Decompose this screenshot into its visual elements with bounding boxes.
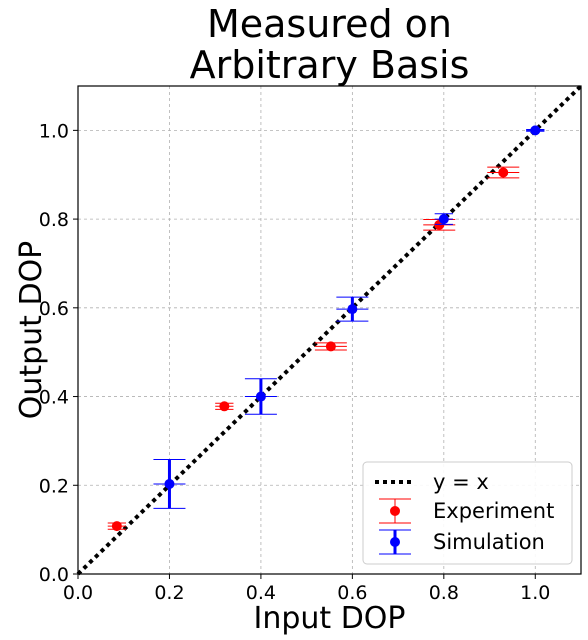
legend: y = x Experiment Simulation bbox=[362, 461, 573, 565]
x-tick-label: 0.6 bbox=[337, 582, 367, 604]
plot-frame bbox=[77, 85, 582, 575]
legend-reference-label: y = x bbox=[433, 470, 489, 494]
x-ticks: 0.0 0.2 0.4 0.6 0.8 1.0 bbox=[63, 574, 550, 604]
x-axis-label: Input DOP bbox=[253, 601, 405, 636]
legend-experiment-glyph-marker bbox=[390, 506, 400, 516]
y-tick-label: 0.4 bbox=[39, 387, 69, 409]
experiment-point bbox=[314, 341, 347, 352]
experiment-point bbox=[487, 166, 520, 179]
legend-simulation-glyph-marker bbox=[390, 537, 400, 547]
simulation-point bbox=[526, 125, 545, 136]
simulation-point bbox=[434, 213, 453, 225]
legend-simulation-label: Simulation bbox=[433, 530, 545, 554]
y-tick-label: 0.6 bbox=[39, 298, 69, 320]
y-ticks: 0.0 0.2 0.4 0.6 0.8 1.0 bbox=[39, 120, 78, 586]
y-tick-label: 0.2 bbox=[39, 475, 69, 497]
x-tick-label: 0.0 bbox=[63, 582, 93, 604]
legend-simulation-marker bbox=[379, 529, 411, 555]
experiment-point-marker bbox=[498, 167, 509, 178]
legend-simulation-glyph bbox=[379, 529, 411, 555]
simulation-point-marker bbox=[530, 125, 541, 136]
simulation-point bbox=[336, 296, 369, 322]
x-tick-label: 0.8 bbox=[429, 582, 459, 604]
simulation-point-marker bbox=[347, 304, 358, 315]
x-tick-label: 0.4 bbox=[246, 582, 276, 604]
chart-title-line2: Arbitrary Basis bbox=[190, 43, 470, 87]
simulation-point-marker bbox=[438, 214, 449, 225]
legend-experiment-label: Experiment bbox=[433, 499, 554, 523]
experiment-point-marker bbox=[111, 521, 122, 532]
chart-title-line1: Measured on bbox=[207, 2, 452, 46]
experiment-point bbox=[215, 401, 234, 412]
y-axis-label: Output DOP bbox=[14, 241, 49, 420]
y-tick-label: 0.0 bbox=[39, 564, 69, 586]
simulation-point bbox=[244, 378, 277, 415]
y-tick-label: 1.0 bbox=[39, 120, 69, 142]
simulation-point-marker bbox=[255, 391, 266, 402]
experiment-point-marker bbox=[325, 341, 336, 352]
experiment-point bbox=[107, 521, 127, 532]
y-tick-label: 0.8 bbox=[39, 209, 69, 231]
x-tick-label: 0.2 bbox=[154, 582, 184, 604]
legend-experiment-glyph bbox=[379, 498, 411, 524]
data-marks bbox=[107, 125, 545, 532]
legend-experiment-marker bbox=[379, 498, 411, 524]
simulation-point bbox=[153, 459, 186, 509]
simulation-point-marker bbox=[164, 478, 175, 489]
legend-box bbox=[362, 461, 573, 565]
x-tick-label: 1.0 bbox=[520, 582, 550, 604]
experiment-point-marker bbox=[219, 401, 230, 412]
